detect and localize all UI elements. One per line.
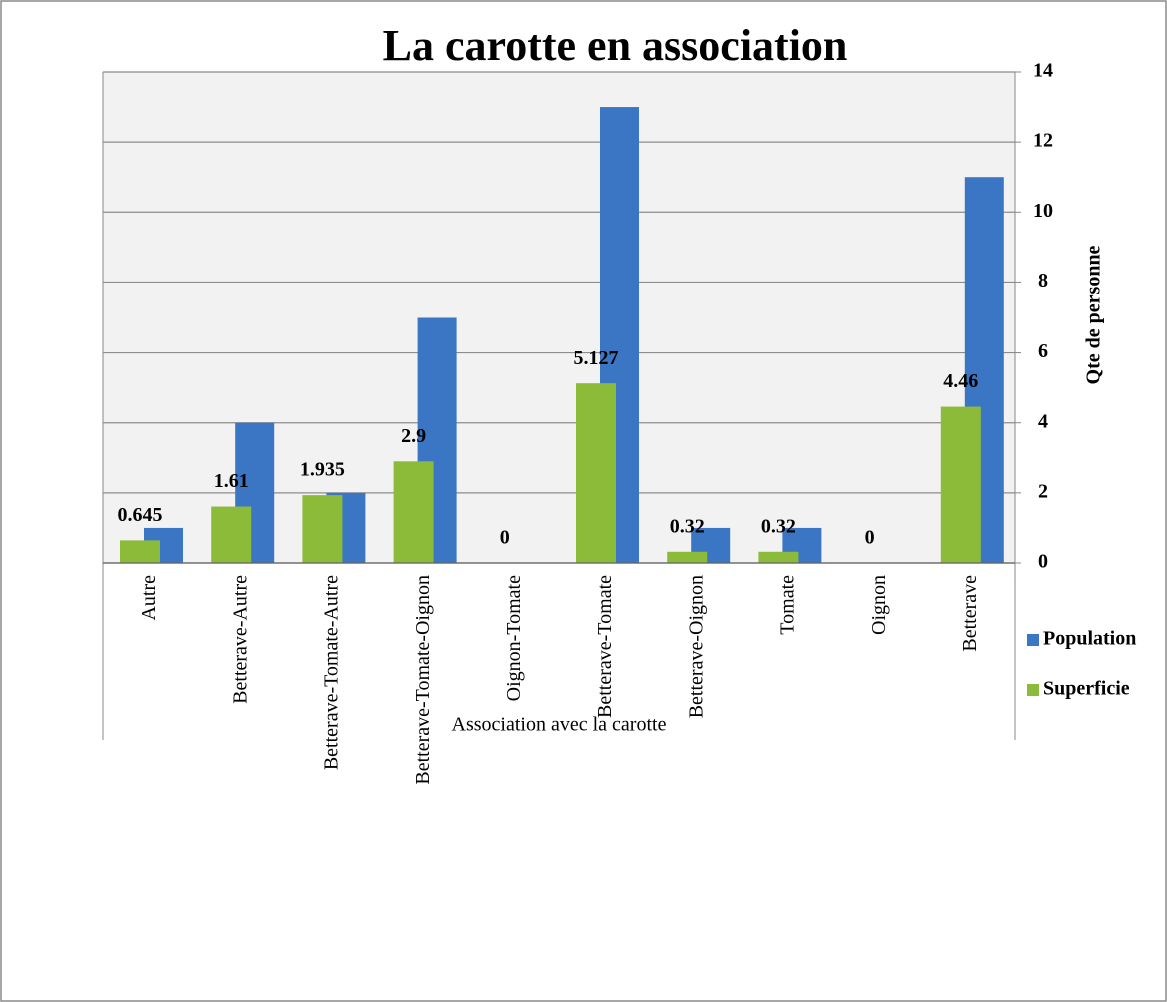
y-tick-label: 14 <box>1033 60 1053 82</box>
x-tick-label: Autre <box>138 575 160 621</box>
bar <box>302 495 343 563</box>
x-tick-label: Oignon <box>868 575 890 635</box>
x-tick-label: Betterave <box>959 575 981 652</box>
x-axis-title: Association avec la carotte <box>452 714 667 736</box>
x-tick-label: Betterave-Oignon <box>685 575 707 718</box>
x-tick-label: Tomate <box>777 575 799 635</box>
data-label: 4.46 <box>943 370 978 392</box>
bar <box>393 461 434 563</box>
bar <box>576 383 616 563</box>
x-tick-label: Betterave-Tomate <box>594 575 616 718</box>
bar <box>120 540 160 563</box>
legend-label: Superficie <box>1043 678 1130 700</box>
y-axis-title: Qte de personne <box>1083 245 1105 384</box>
y-tick-label: 10 <box>1033 200 1053 222</box>
y-tick-label: 6 <box>1038 340 1048 362</box>
x-tick-label: Betterave-Tomate-Oignon <box>412 575 434 785</box>
data-label: 2.9 <box>401 425 426 447</box>
x-tick-label: Betterave-Tomate-Autre <box>321 575 343 770</box>
y-tick-label: 4 <box>1038 410 1048 432</box>
bar <box>667 551 708 563</box>
chart-title: La carotte en association <box>383 21 848 70</box>
y-tick-label: 12 <box>1033 130 1053 152</box>
data-label: 0 <box>500 527 510 549</box>
data-label: 1.935 <box>300 459 345 481</box>
data-label: 5.127 <box>574 347 619 369</box>
data-label: 0.32 <box>670 515 705 537</box>
x-tick-label: Betterave-Autre <box>229 575 251 704</box>
legend-label: Population <box>1043 628 1136 650</box>
x-tick-label: Oignon-Tomate <box>503 575 525 701</box>
legend-swatch <box>1027 634 1039 646</box>
data-label: 0 <box>865 527 875 549</box>
bar <box>211 506 252 563</box>
data-label: 1.61 <box>214 470 249 492</box>
bar <box>940 406 981 563</box>
y-tick-label: 2 <box>1038 480 1048 502</box>
legend-swatch <box>1027 684 1039 696</box>
bar <box>758 551 799 563</box>
data-label: 0.32 <box>761 515 796 537</box>
data-label: 0.645 <box>118 504 163 526</box>
y-tick-label: 8 <box>1038 270 1048 292</box>
y-tick-label: 0 <box>1038 551 1048 573</box>
